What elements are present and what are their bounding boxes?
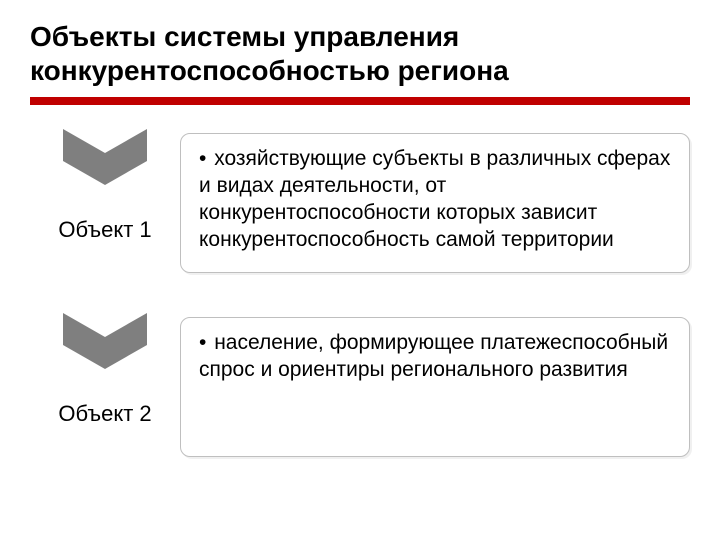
object-row-1: Объект 1 • хозяйствующие субъекты в разл… [30,133,690,273]
object-1-bullet: • хозяйствующие субъекты в различных сфе… [199,146,673,254]
title-underline-bar [30,97,690,105]
object-1-content-box: • хозяйствующие субъекты в различных сфе… [180,133,690,273]
bullet-dot-icon: • [199,147,206,170]
object-2-text: население, формирующее платежеспособный … [199,331,668,381]
object-1-label-block: Объект 1 [30,133,180,273]
object-2-label: Объект 2 [30,401,180,427]
object-1-text: хозяйствующие субъекты в различных сфера… [199,147,670,251]
bullet-dot-icon: • [199,331,206,354]
object-2-label-block: Объект 2 [30,317,180,457]
object-1-label: Объект 1 [30,217,180,243]
object-2-bullet: • население, формирующее платежеспособны… [199,330,673,384]
page-title: Объекты системы управления конкурентоспо… [30,20,690,87]
object-row-2: Объект 2 • население, формирующее платеж… [30,317,690,457]
slide-root: Объекты системы управления конкурентоспо… [0,0,720,540]
object-2-content-box: • население, формирующее платежеспособны… [180,317,690,457]
chevron-down-icon [63,313,147,369]
chevron-down-icon [63,129,147,185]
